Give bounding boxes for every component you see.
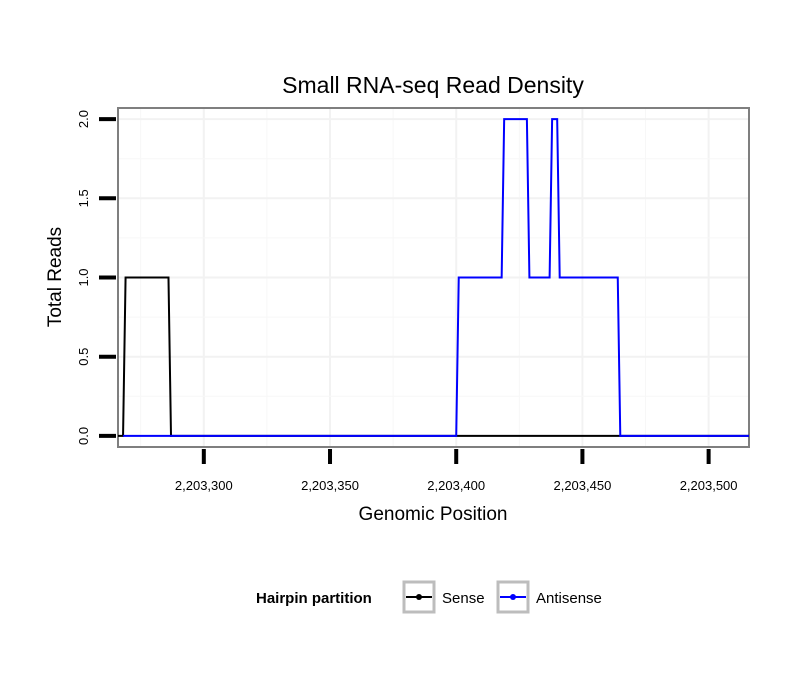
y-tick-label: 2.0	[76, 110, 91, 128]
legend-title: Hairpin partition	[256, 590, 372, 607]
legend: Hairpin partition Sense Antisense	[256, 580, 602, 614]
series-lines	[118, 118, 749, 437]
y-tick-label: 1.5	[76, 189, 91, 207]
legend-label-antisense: Antisense	[536, 590, 602, 607]
y-tick-label: 0.0	[76, 427, 91, 445]
legend-point-antisense	[510, 594, 516, 600]
legend-item-antisense: Antisense	[496, 580, 602, 614]
x-tick-label: 2,203,450	[553, 478, 611, 493]
x-tick-label: 2,203,500	[680, 478, 738, 493]
x-tick-label: 2,203,400	[427, 478, 485, 493]
y-axis-title: Total Reads	[45, 227, 66, 327]
chart-title: Small RNA-seq Read Density	[282, 72, 584, 98]
plot-panel-border	[117, 107, 750, 448]
grid	[118, 108, 749, 447]
legend-item-sense: Sense	[402, 580, 485, 614]
y-tick-label: 0.5	[76, 348, 91, 366]
series-line-antisense	[123, 118, 749, 437]
y-axis: 0.0 0.5 1.0 1.5 2.0	[76, 110, 116, 445]
x-axis-title: Genomic Position	[359, 504, 508, 525]
x-tick-label: 2,203,300	[175, 478, 233, 493]
y-tick-label: 1.0	[76, 268, 91, 286]
legend-label-sense: Sense	[442, 590, 485, 607]
x-tick-label: 2,203,350	[301, 478, 359, 493]
legend-point-sense	[416, 594, 422, 600]
x-axis: 2,203,300 2,203,350 2,203,400 2,203,450 2,20…	[175, 449, 738, 493]
